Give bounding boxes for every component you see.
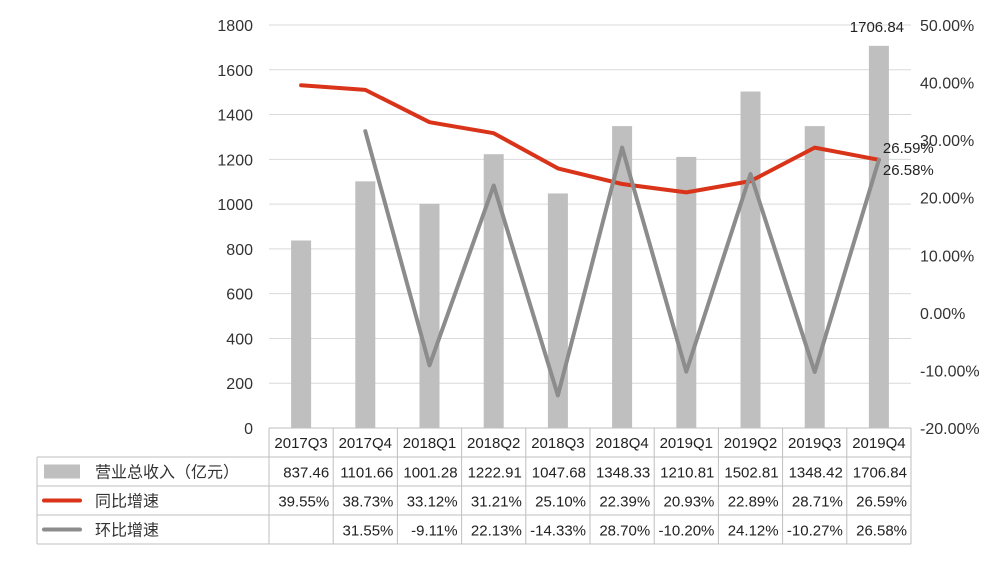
right-axis-tick-label: 0.00% xyxy=(920,306,965,323)
table-value: -10.27% xyxy=(787,523,843,540)
right-axis-tick-label: 30.00% xyxy=(920,133,974,150)
legend-series-name: 环比增速 xyxy=(95,521,159,540)
qoq-growth-line xyxy=(363,129,881,398)
revenue-bar xyxy=(483,154,504,428)
table-value: 22.13% xyxy=(471,523,522,540)
table-value: 1001.28 xyxy=(403,465,457,482)
legend-swatch xyxy=(44,464,80,479)
table-value: 24.12% xyxy=(728,523,779,540)
left-axis-tick-label: 1000 xyxy=(217,197,253,214)
table-value: 28.70% xyxy=(599,523,650,540)
left-axis-tick-label: 600 xyxy=(226,287,253,304)
legend-series-name: 同比增速 xyxy=(95,492,159,511)
category-label: 2019Q3 xyxy=(788,435,841,452)
right-axis-tick-label: 40.00% xyxy=(920,76,974,93)
category-label: 2019Q1 xyxy=(660,435,713,452)
table-value: 1210.81 xyxy=(660,465,714,482)
data-annotations: 1706.84 26.59% 26.58% xyxy=(850,19,934,179)
left-axis-tick-label: 1200 xyxy=(217,152,253,169)
table-value: -10.20% xyxy=(659,523,715,540)
category-label: 2018Q4 xyxy=(595,435,648,452)
left-axis-tick-label: 800 xyxy=(226,242,253,259)
table-value: 1706.84 xyxy=(853,465,907,482)
yoy-growth-line xyxy=(299,83,881,195)
table-value: 28.71% xyxy=(792,494,843,511)
table-value: 31.55% xyxy=(343,523,394,540)
revenue-bar xyxy=(419,203,440,428)
category-label: 2018Q1 xyxy=(403,435,456,452)
table-value: 20.93% xyxy=(664,494,715,511)
revenue-bar xyxy=(676,156,697,429)
left-axis-tick-label: 1600 xyxy=(217,63,253,80)
right-axis-tick-label: -10.00% xyxy=(920,363,980,380)
category-label: 2018Q3 xyxy=(531,435,584,452)
table-value: 25.10% xyxy=(535,494,586,511)
revenue-bar xyxy=(291,240,312,428)
table-value: 26.59% xyxy=(856,494,907,511)
table-value: 1502.81 xyxy=(724,465,778,482)
right-axis-tick-label: 10.00% xyxy=(920,248,974,265)
table-value: 1101.66 xyxy=(340,465,393,482)
left-axis-tick-label: 1800 xyxy=(217,18,253,35)
revenue-bar xyxy=(355,181,376,428)
table-value: 1047.68 xyxy=(532,465,586,482)
growth-lines xyxy=(299,83,881,398)
left-axis-tick-label: 200 xyxy=(226,376,253,393)
right-axis-tick-label: 20.00% xyxy=(920,191,974,208)
table-value: 837.46 xyxy=(283,465,329,482)
table-value: 26.58% xyxy=(856,523,907,540)
table-value: -14.33% xyxy=(530,523,586,540)
table-value: 39.55% xyxy=(278,494,329,511)
axis-ticks: 0 200 400 600 800 1000 1200 1400 1600 1800 -20.00%… xyxy=(217,18,979,438)
table-value: 31.21% xyxy=(471,494,522,511)
category-label: 2017Q3 xyxy=(274,435,327,452)
table-value: 1348.33 xyxy=(596,465,650,482)
right-axis-tick-label: -20.00% xyxy=(920,421,980,438)
category-label: 2019Q2 xyxy=(724,435,777,452)
table-value: 33.12% xyxy=(407,494,458,511)
left-axis-tick-label: 400 xyxy=(226,331,253,348)
revenue-bar xyxy=(612,126,633,428)
table-value: 22.39% xyxy=(599,494,650,511)
revenue-bars xyxy=(291,45,889,429)
table-value: 38.73% xyxy=(343,494,394,511)
yoy-data-label: 26.59% xyxy=(883,140,934,157)
revenue-bar xyxy=(804,126,825,428)
category-label: 2018Q2 xyxy=(467,435,520,452)
revenue-bar xyxy=(740,91,761,428)
left-axis-tick-label: 0 xyxy=(244,421,253,438)
qoq-data-label: 26.58% xyxy=(883,162,934,179)
data-table: 2017Q3 2017Q4 2018Q1 2018Q2 2018Q3 2018Q4 2019… xyxy=(36,427,912,545)
category-label: 2019Q4 xyxy=(852,435,905,452)
left-axis-tick-label: 1400 xyxy=(217,108,253,125)
table-value: 1222.91 xyxy=(468,465,522,482)
gridlines xyxy=(269,24,911,429)
table-value: 22.89% xyxy=(728,494,779,511)
table-value: 1348.42 xyxy=(789,465,843,482)
revenue-bar xyxy=(868,45,889,429)
bar-data-label: 1706.84 xyxy=(850,19,904,36)
legend-series-name: 营业总收入（亿元） xyxy=(95,463,239,482)
table-value: -9.11% xyxy=(411,523,457,540)
right-axis-tick-label: 50.00% xyxy=(920,18,974,35)
category-label: 2017Q4 xyxy=(339,435,392,452)
